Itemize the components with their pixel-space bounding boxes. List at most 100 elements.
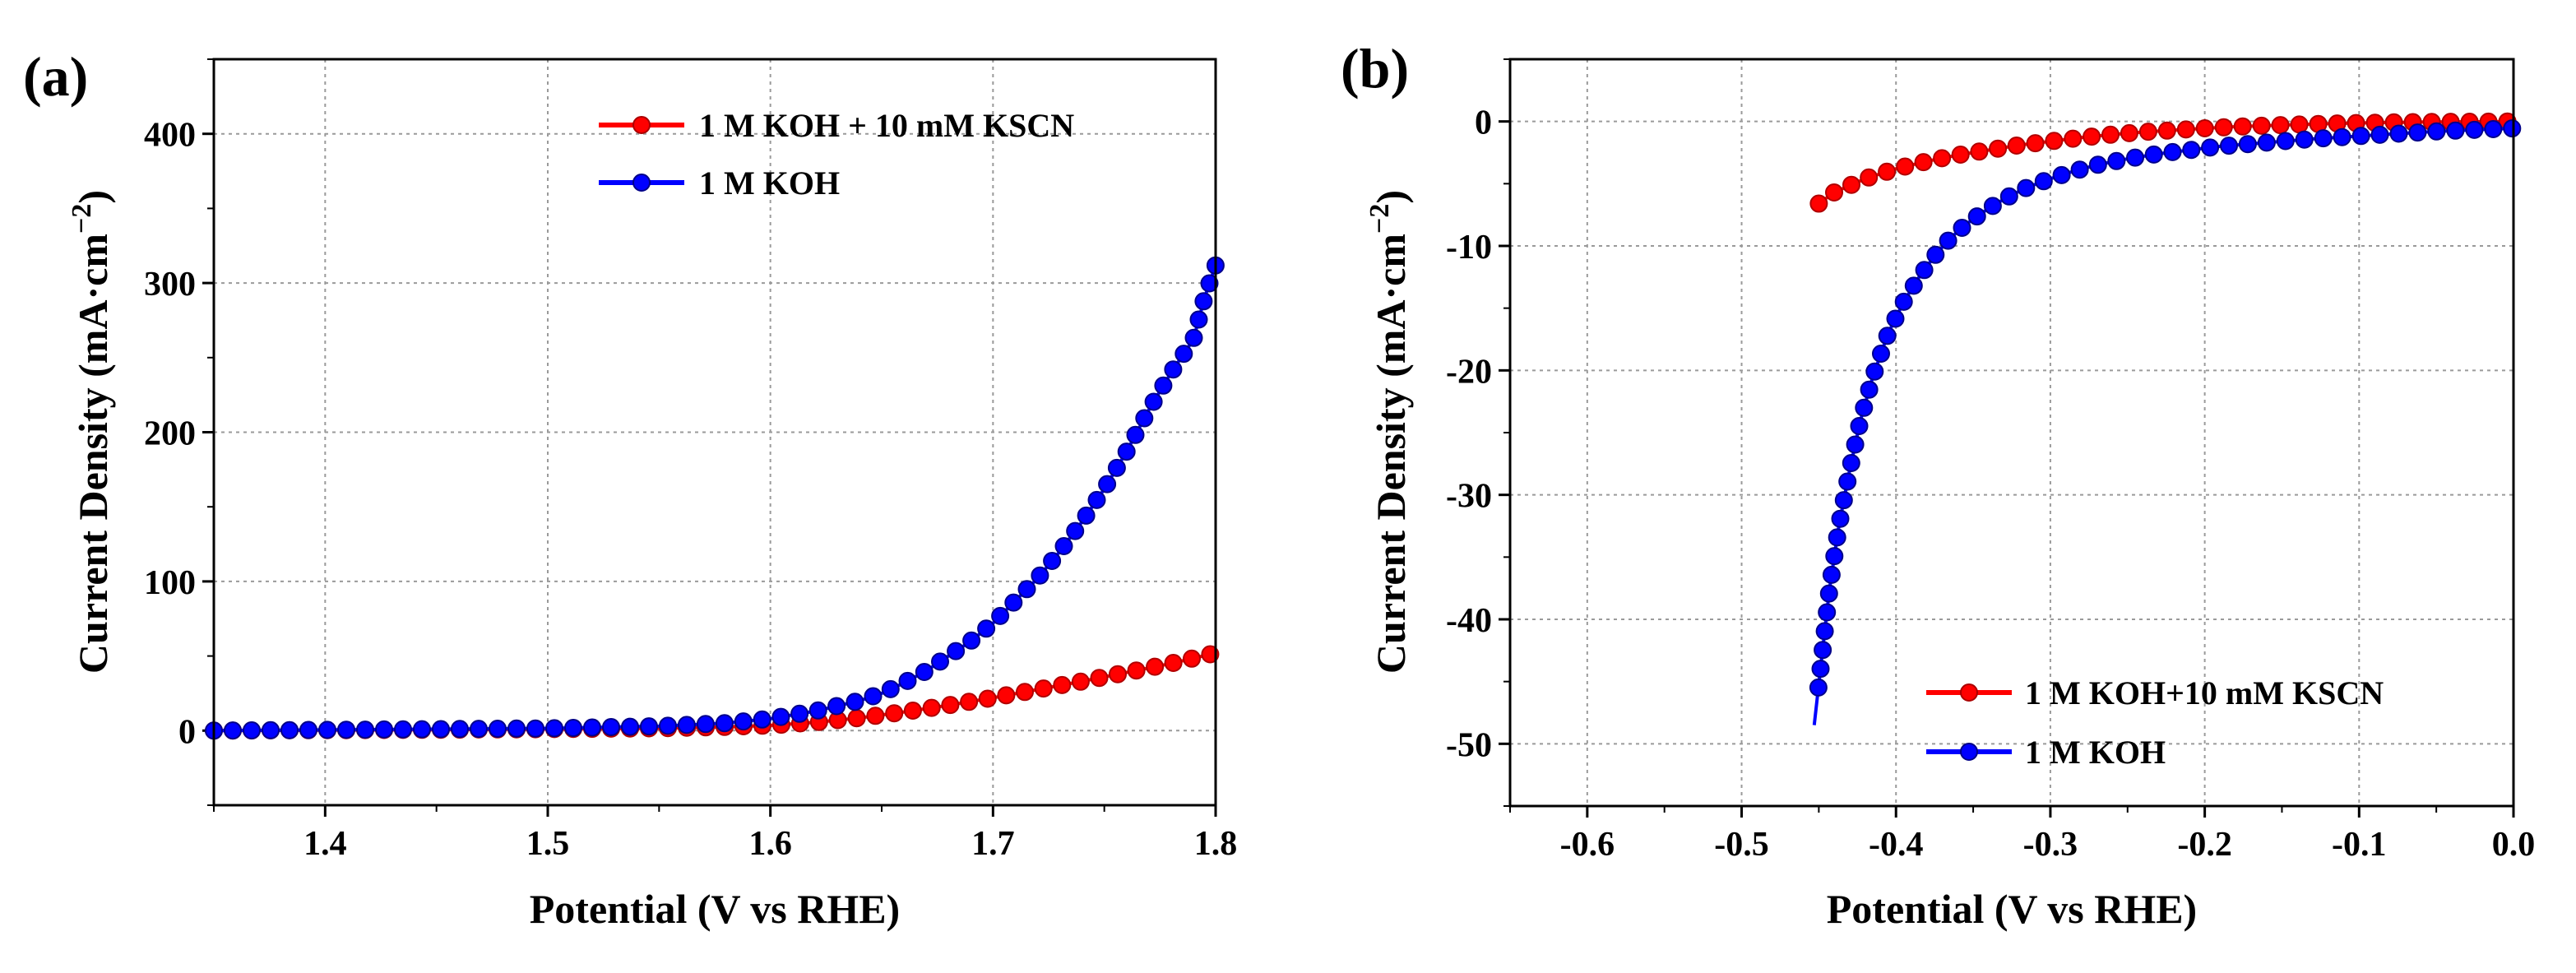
panel-a-series-1-marker	[771, 707, 790, 726]
panel-a-series	[205, 256, 1225, 740]
panel-b-series-0-marker	[2290, 115, 2309, 134]
panel-b-series-1-marker	[2465, 120, 2484, 139]
panel-b-series-1-marker	[1822, 565, 1841, 584]
panel-a-series-0-marker	[1016, 683, 1034, 702]
panel-b-series-1-marker	[2295, 130, 2314, 149]
panel-b-series-0-marker	[2252, 116, 2271, 135]
panel-b-series-1-marker	[2333, 127, 2351, 146]
panel-a-series-1-marker	[1098, 475, 1117, 493]
panel-a-series-0-marker	[922, 698, 941, 717]
panel-b-series-0-marker	[2214, 118, 2233, 137]
panel-b-gridlines	[1510, 59, 2513, 806]
panel-b-series-1-marker	[2484, 120, 2503, 138]
panel-a-x-tick-label: 1.6	[748, 825, 792, 863]
panel-a-series-1-marker	[827, 697, 846, 716]
panel-b-series-1-marker	[2257, 133, 2276, 152]
panel-a-x-tick-label: 1.5	[526, 825, 570, 863]
panel-a-y-tick-label: 200	[144, 415, 196, 453]
panel-a-series-1-marker	[621, 717, 639, 736]
panel-b-series-1-marker	[2088, 155, 2107, 174]
panel-b-y-axis-title-exponent: −2	[1364, 204, 1395, 234]
panel-a-series-0-marker	[1127, 661, 1146, 680]
panel-a-series-1-marker	[1117, 442, 1136, 461]
panel-b-series-0-marker	[2064, 129, 2083, 148]
panel-a-series-1-marker	[1194, 292, 1213, 311]
panel-a-series-1-marker	[1200, 274, 1219, 293]
panel-b-series-1-marker	[2126, 148, 2144, 167]
panel-a-series-1-marker	[677, 716, 696, 734]
panel-b-series-1-marker	[1953, 219, 1971, 237]
panel-b-label: (b)	[1341, 37, 1409, 100]
panel-b-series-1-marker	[1999, 187, 2018, 206]
panel-b-series-1-marker	[1983, 197, 2002, 215]
panel-b-series-0-marker	[2045, 132, 2064, 151]
panel-b-plot-frame	[1508, 58, 2515, 808]
panel-a-series-1-marker	[915, 663, 934, 681]
panel-b-series-1-marker	[1865, 362, 1884, 381]
panel-a-y-tick-label: 100	[144, 564, 196, 602]
panel-b-series-1-marker	[1846, 435, 1865, 454]
panel-a-series-1-marker	[1144, 392, 1163, 411]
panel-a-series-1-marker	[1043, 552, 1062, 570]
panel-b-series	[1809, 112, 2522, 725]
legend-b-red-label: 1 M KOH+10 mM KSCN	[2025, 674, 2384, 711]
panel-b-series-1-marker	[2314, 129, 2333, 148]
panel-a-series-1-marker	[947, 642, 966, 660]
panel-b-axes: -0.6 -0.5 -0.4 -0.3 -0.2 -0.1 0.0 0 -10 -20 -30 -40…	[1446, 58, 2535, 864]
panel-a-series-1-marker	[1031, 566, 1049, 585]
panel-b-y-axis-title: Current Density (mA·cm−2)	[1364, 190, 1414, 674]
panel-a-series-0-marker	[1109, 665, 1127, 683]
panel-b-series-1-marker	[2220, 137, 2238, 155]
panel-b-y-tick-label: -40	[1446, 602, 1492, 640]
panel-b-series-0-marker	[2195, 119, 2214, 137]
panel-a-series-1-marker	[1184, 328, 1203, 347]
panel-b-series-1-marker	[1904, 276, 1923, 295]
panel-a-y-axis-title-main: Current Density (mA·cm	[70, 234, 116, 674]
legend-a-red-label: 1 M KOH + 10 mM KSCN	[699, 107, 1074, 144]
panel-b-series-1-marker	[2427, 122, 2446, 141]
panel-b-series-1-marker	[2201, 138, 2220, 157]
panel-a-series-1-marker	[299, 720, 317, 739]
panel-b-series-0-marker	[2026, 134, 2045, 153]
panel-a-series-1-marker	[375, 720, 393, 739]
panel-a-series-1-marker	[898, 671, 917, 690]
panel-a-series-1-marker	[640, 717, 658, 736]
panel-b-series-1-marker	[1878, 327, 1897, 345]
panel-b-series-1-marker	[1819, 584, 1838, 603]
panel-a-series-1-marker	[1189, 310, 1208, 329]
panel-a-series-1-marker	[489, 720, 507, 738]
panel-a-series-1-marker	[977, 619, 996, 638]
panel-a-label: (a)	[23, 45, 88, 108]
panel-a-series-1-marker	[526, 719, 544, 738]
panel-a-series-1-marker	[808, 701, 827, 720]
panel-a-series-1-marker	[602, 718, 620, 736]
panel-a-series-0-marker	[885, 704, 904, 723]
panel-a-y-axis-title: Current Density (mA·cm−2)	[67, 190, 116, 674]
panel-a-series-1-marker	[262, 720, 280, 739]
panel-b-series-0-marker	[1970, 142, 1989, 161]
panel-b-series-1-marker	[2238, 135, 2257, 154]
panel-a-series-1-marker	[846, 693, 864, 711]
panel-a-y-tick-label: 400	[144, 117, 196, 155]
panel-b-series-1-marker	[2144, 145, 2163, 164]
panel-a-series-0-marker	[1034, 679, 1053, 698]
panel-a-y-axis-title-exponent: −2	[67, 204, 97, 234]
panel-a-series-1-marker	[318, 720, 336, 739]
panel-a-x-tick-label: 1.7	[971, 825, 1015, 863]
panel-a-series-0-marker	[847, 709, 866, 728]
panel-b-y-axis-title-main: Current Density (mA·cm	[1368, 234, 1414, 674]
panel-b-series-1-marker	[2052, 165, 2071, 184]
panel-b-series-1-marker	[2017, 178, 2036, 197]
panel-a-series-1-marker	[545, 719, 563, 738]
panel-b-series-0-marker	[1860, 168, 1879, 187]
panel-b-series-1-marker	[1855, 398, 1874, 417]
panel-a-series-0-marker	[1071, 672, 1090, 691]
panel-b-series-0-marker	[2101, 125, 2120, 144]
panel-b-series-1-marker	[1811, 660, 1830, 679]
panel-a-series-0-marker	[866, 707, 885, 725]
panel-b-series-1-marker	[1939, 231, 1957, 250]
panel-b-series-1-marker	[2163, 142, 2182, 161]
panel-b-y-tick-label: -30	[1446, 478, 1492, 516]
panel-a-series-1-marker	[659, 716, 677, 735]
panel-a-series-0-marker	[960, 693, 979, 711]
